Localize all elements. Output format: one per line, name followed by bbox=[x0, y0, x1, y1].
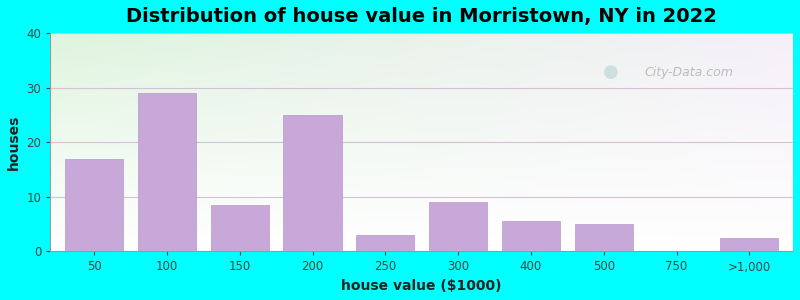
Bar bbox=[502, 221, 560, 251]
Bar bbox=[720, 238, 778, 251]
Bar bbox=[283, 115, 342, 251]
Title: Distribution of house value in Morristown, NY in 2022: Distribution of house value in Morristow… bbox=[126, 7, 717, 26]
Bar bbox=[429, 202, 487, 251]
Bar bbox=[65, 159, 123, 251]
Bar bbox=[138, 93, 196, 251]
Text: City-Data.com: City-Data.com bbox=[645, 66, 734, 79]
X-axis label: house value ($1000): house value ($1000) bbox=[342, 279, 502, 293]
Y-axis label: houses: houses bbox=[7, 115, 21, 170]
Bar bbox=[574, 224, 633, 251]
Text: ●: ● bbox=[603, 63, 619, 81]
Bar bbox=[356, 235, 414, 251]
Bar bbox=[210, 205, 269, 251]
